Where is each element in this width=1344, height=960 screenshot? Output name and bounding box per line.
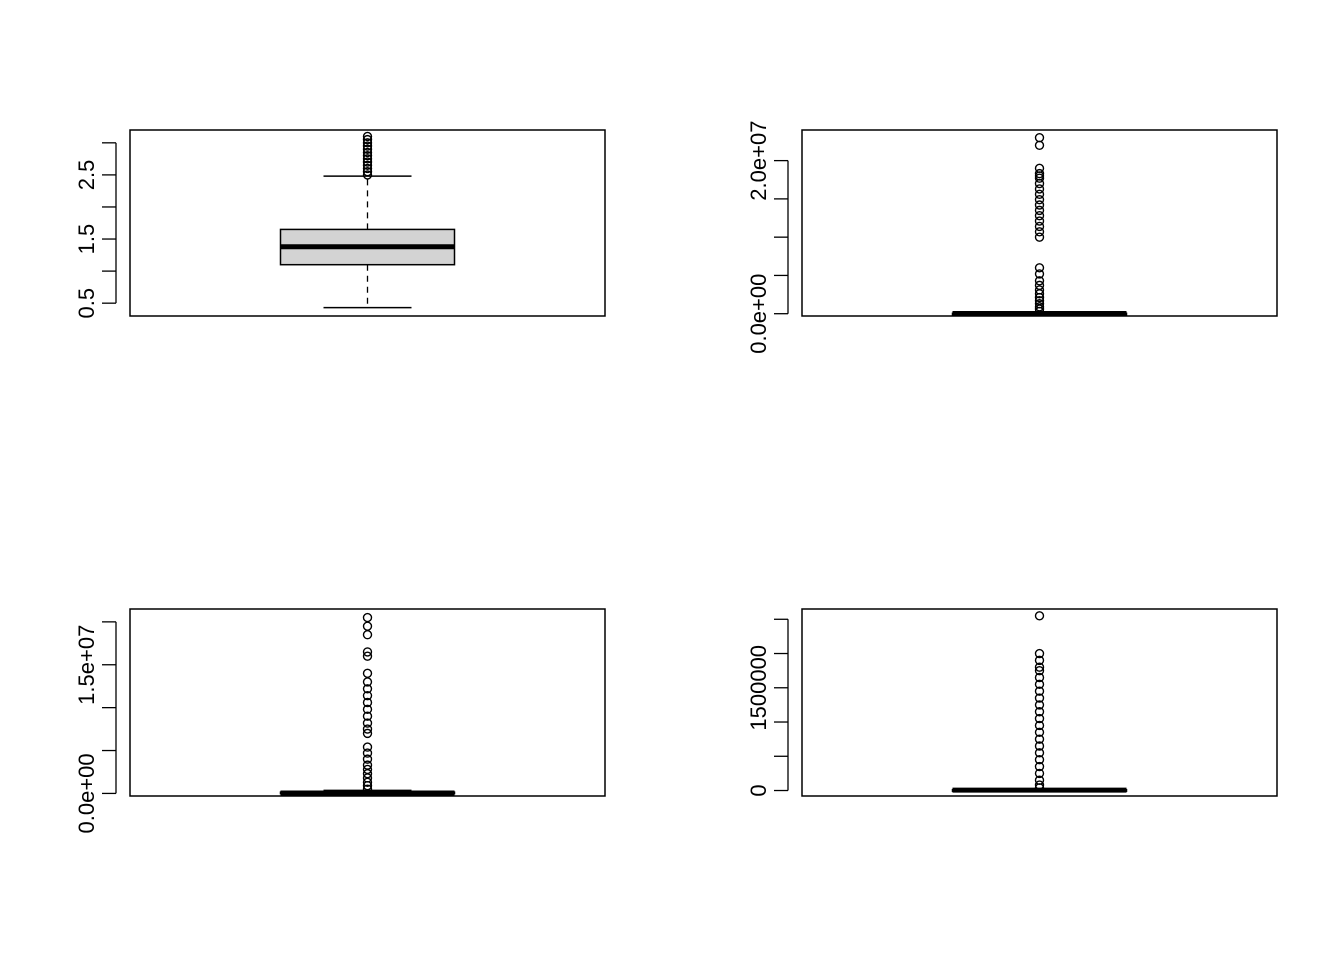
outlier-point <box>362 728 373 739</box>
outlier-point <box>362 147 373 158</box>
outlier-point <box>1034 276 1045 286</box>
y-tick-label: 0.5 <box>74 288 99 319</box>
outlier-point <box>1034 194 1045 205</box>
outlier-point <box>362 651 373 661</box>
outlier-point <box>1034 232 1045 242</box>
plot-frame <box>801 129 1278 317</box>
outlier-point <box>1034 686 1045 696</box>
outlier-point <box>1034 768 1045 779</box>
outlier-point <box>362 704 373 715</box>
outlier-point <box>362 718 373 728</box>
outlier-point <box>362 784 373 794</box>
outlier-point <box>1034 299 1045 309</box>
outlier-point <box>1034 672 1045 683</box>
outlier-point <box>362 630 373 640</box>
outlier-point <box>1034 211 1045 221</box>
outlier-point <box>1034 761 1045 772</box>
outlier-point <box>1034 221 1045 232</box>
boxplot-panel-2: 0.0e+00 2.0e+07 <box>746 121 1278 354</box>
outlier-point <box>362 141 373 151</box>
outlier-point <box>1034 163 1045 173</box>
outlier-point <box>362 690 373 701</box>
outlier-point <box>362 131 373 142</box>
y-tick-label: 1500000 <box>746 645 771 731</box>
outlier-point <box>362 154 373 164</box>
outlier-point <box>1034 200 1045 210</box>
outlier-point <box>362 612 373 623</box>
outlier-point <box>362 748 373 758</box>
outlier-point <box>362 760 373 770</box>
outlier-point <box>1034 216 1045 226</box>
plot-frame <box>129 608 606 797</box>
outlier-point <box>362 647 373 657</box>
outlier-point <box>1034 263 1045 273</box>
boxplot-panel-1: 0.5 1.5 2.5 <box>74 129 606 319</box>
outlier-point <box>1034 648 1045 659</box>
outlier-point <box>362 742 373 752</box>
outlier-point <box>1034 780 1045 790</box>
outlier-point <box>362 724 373 734</box>
outlier-point <box>362 163 373 174</box>
outlier-point <box>1034 754 1045 765</box>
outlier-point <box>1034 132 1045 143</box>
outlier-point <box>1034 662 1045 672</box>
outlier-point <box>362 150 373 161</box>
outlier-point <box>1034 269 1045 279</box>
outlier-point <box>362 160 373 170</box>
y-tick-label: 1.5e+07 <box>74 625 99 705</box>
y-tick-label: 0.0e+00 <box>74 753 99 833</box>
outlier-point <box>1034 741 1045 751</box>
outlier-point <box>362 134 373 145</box>
outlier-point <box>362 668 373 679</box>
outlier-point <box>362 711 373 721</box>
y-tick-label: 2.0e+07 <box>746 121 771 201</box>
outlier-point <box>362 697 373 708</box>
outlier-point <box>1034 184 1045 194</box>
outlier-point <box>1034 713 1045 724</box>
y-tick-label: 0.0e+00 <box>746 274 771 354</box>
outlier-point <box>1034 693 1045 703</box>
outlier-point <box>362 157 373 167</box>
outlier-point <box>362 754 373 764</box>
outlier-point <box>1034 707 1045 717</box>
outlier-point <box>362 684 373 694</box>
outlier-point <box>1034 655 1045 666</box>
outlier-point <box>362 166 373 177</box>
outlier-point <box>362 144 373 154</box>
outlier-point <box>1034 140 1045 151</box>
outlier-point <box>362 138 373 148</box>
outlier-point <box>1034 734 1045 744</box>
outlier-point <box>1034 302 1045 312</box>
plot-frame <box>129 129 606 317</box>
boxplot-panel-3: 0.0e+00 1.5e+07 <box>74 608 606 833</box>
outlier-point <box>1034 295 1045 306</box>
outlier-point <box>1034 189 1045 199</box>
outlier-point <box>1034 720 1045 731</box>
outlier-point <box>1034 285 1045 295</box>
y-tick-label: 2.5 <box>74 160 99 191</box>
outlier-point <box>1034 168 1045 179</box>
outlier-point <box>1034 748 1045 758</box>
outlier-point <box>1034 775 1045 785</box>
outlier-point <box>1034 679 1045 690</box>
outlier-point <box>1034 280 1045 291</box>
boxplot-panel-4: 0 1500000 <box>746 608 1278 797</box>
y-tick-label: 1.5 <box>74 224 99 255</box>
outlier-point <box>362 170 373 180</box>
outlier-point <box>1034 611 1045 621</box>
outlier-point <box>362 621 373 631</box>
outlier-point <box>362 764 373 775</box>
outlier-point <box>1034 700 1045 710</box>
y-tick-label: 0 <box>746 784 771 796</box>
outlier-point <box>1034 227 1045 237</box>
outlier-point <box>1034 205 1045 216</box>
plot-frame <box>801 608 1278 797</box>
outlier-point <box>1034 665 1045 676</box>
outlier-point <box>1034 727 1045 737</box>
